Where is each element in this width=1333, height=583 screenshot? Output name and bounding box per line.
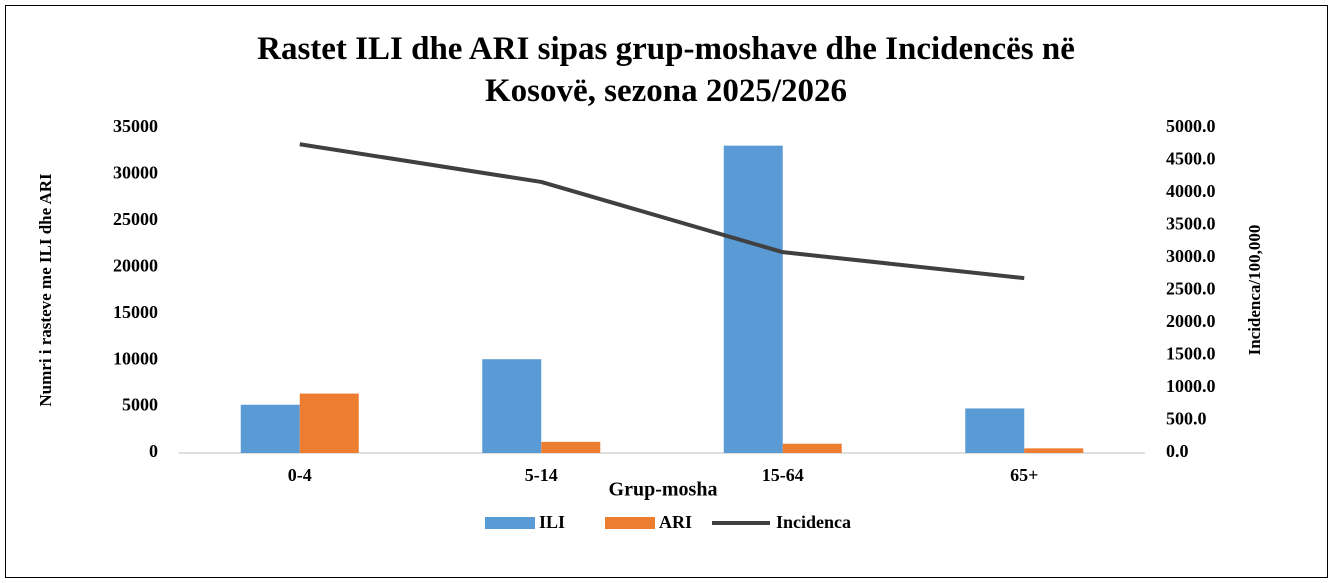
bar [541, 441, 601, 453]
x-axis-title: Grup-mosha [609, 479, 718, 501]
bar [482, 359, 542, 453]
chart-title: Rastet ILI dhe ARI sipas grup-moshave dh… [257, 31, 1075, 109]
legend-swatch [485, 517, 535, 529]
y2-tick-label: 1000.0 [1166, 376, 1216, 396]
y2-tick-label: 3000.0 [1166, 246, 1216, 266]
y2-tick-label: 4500.0 [1166, 149, 1216, 169]
x-tick-label: 15-64 [762, 465, 804, 485]
y2-tick-label: 1500.0 [1166, 344, 1216, 364]
bar [782, 443, 842, 453]
y-tick-label: 20000 [113, 255, 158, 275]
chart-border [5, 5, 1328, 578]
y2-tick-label: 2000.0 [1166, 311, 1216, 331]
y-tick-label: 5000 [122, 395, 158, 415]
y-tick-label: 30000 [113, 163, 158, 183]
y-tick-label: 0 [149, 441, 158, 461]
bar [240, 404, 300, 453]
y2-tick-label: 0.0 [1166, 441, 1189, 461]
y-tick-label: 15000 [113, 302, 158, 322]
y2-tick-label: 2500.0 [1166, 279, 1216, 299]
bar [965, 408, 1025, 453]
y2-tick-label: 4000.0 [1166, 181, 1216, 201]
bar [299, 393, 359, 453]
x-tick-label: 65+ [1010, 465, 1038, 485]
y2-tick-label: 3500.0 [1166, 214, 1216, 234]
y2-axis-title: Incidenca/100,000 [1245, 225, 1264, 356]
y2-tick-label: 5000.0 [1166, 116, 1216, 136]
x-tick-label: 0-4 [288, 465, 312, 485]
y-tick-label: 25000 [113, 209, 158, 229]
y-axis-title: Numri i rasteve me ILI dhe ARI [36, 173, 55, 407]
bar [723, 145, 783, 453]
legend-label: Incidenca [776, 512, 851, 532]
y-tick-label: 10000 [113, 348, 158, 368]
y2-tick-label: 500.0 [1166, 409, 1207, 429]
x-tick-label: 5-14 [525, 465, 558, 485]
legend-swatch [605, 517, 655, 529]
legend-label: ARI [659, 512, 692, 532]
y-tick-label: 35000 [113, 116, 158, 136]
line [299, 142, 1025, 281]
legend-label: ILI [539, 512, 565, 532]
bar [1024, 448, 1084, 453]
